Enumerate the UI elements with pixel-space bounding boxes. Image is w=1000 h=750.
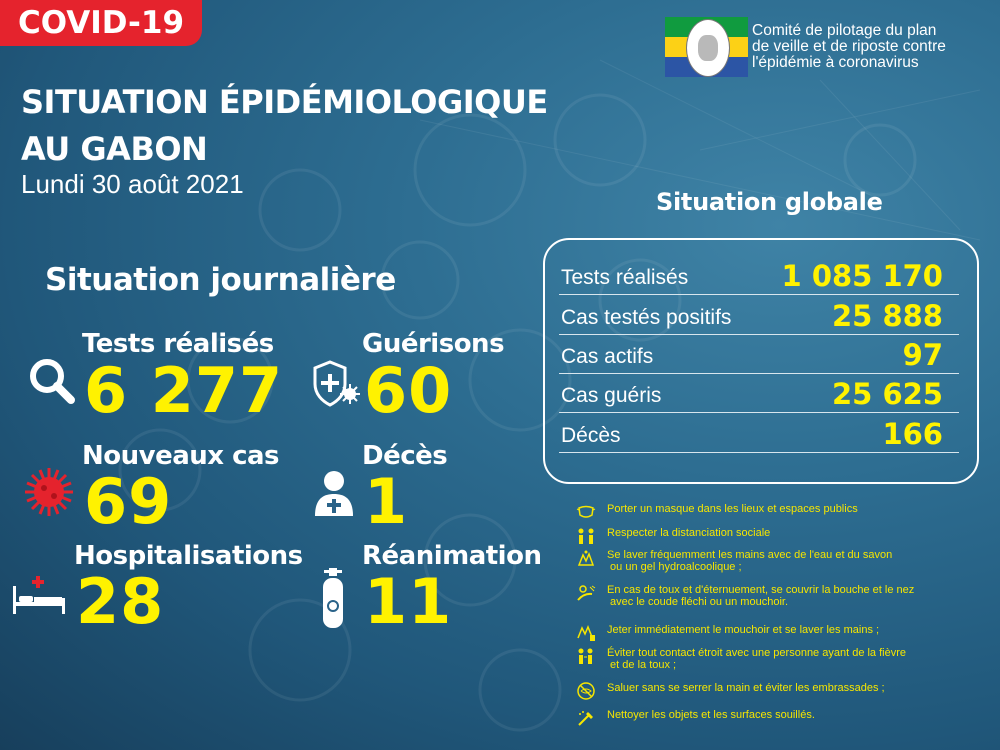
avoid-contact-icon (578, 648, 593, 664)
advice-text: Nettoyer les objets et les surfaces soui… (607, 709, 815, 721)
hospitalisations-label: Hospitalisations (74, 541, 303, 571)
global-situation-heading: Situation globale (656, 188, 883, 216)
recoveries-value: 60 (364, 354, 453, 427)
page-title: SITUATION ÉPIDÉMIOLOGIQUE AU GABON (21, 79, 548, 173)
tests-label: Tests réalisés (82, 329, 274, 359)
global-row-tests: Tests réalisés 1 085 170 (559, 256, 959, 295)
hospitalisations-value: 28 (76, 565, 165, 638)
daily-situation-heading: Situation journalière (45, 262, 396, 298)
tissue-bin-icon (577, 625, 595, 641)
advice-text: ou un gel hydroalcoolique ; (607, 561, 742, 573)
global-row-label: Tests réalisés (561, 266, 689, 289)
global-row-value: 1 085 170 (781, 259, 943, 293)
committee-line: l'épidémie à coronavirus (752, 54, 919, 71)
mask-icon (576, 505, 596, 518)
advice-text: avec le coude fléchi ou un mouchoir. (607, 596, 789, 608)
gabon-coat-of-arms-icon (686, 19, 730, 77)
no-handshake-icon (577, 682, 595, 700)
cleaning-icon (578, 711, 593, 726)
advice-text: Saluer sans se serrer la main et éviter … (607, 682, 885, 694)
advice-text: et de la toux ; (607, 659, 677, 671)
global-row-label: Décès (561, 424, 621, 447)
title-line-1: SITUATION ÉPIDÉMIOLOGIQUE (21, 83, 548, 121)
committee-line: de veille et de riposte contre (752, 38, 946, 55)
hospital-bed-icon (13, 576, 65, 614)
advice-text: Respecter la distanciation sociale (607, 527, 771, 539)
new-cases-value: 69 (84, 465, 173, 538)
handwash-icon (577, 550, 595, 566)
icu-value: 11 (364, 565, 453, 638)
recoveries-label: Guérisons (362, 329, 505, 359)
magnifier-icon (30, 359, 75, 404)
global-row-value: 25 888 (832, 299, 943, 333)
deaths-label: Décès (362, 441, 448, 471)
report-date: Lundi 30 août 2021 (21, 169, 244, 199)
shield-virus-icon (313, 360, 360, 407)
virus-icon (25, 468, 73, 516)
committee-line: Comité de pilotage du plan (752, 22, 937, 39)
advice-text: Jeter immédiatement le mouchoir et se la… (607, 624, 880, 636)
icu-label: Réanimation (362, 541, 542, 571)
global-row-active: Cas actifs 97 (559, 335, 959, 374)
covid-19-badge: COVID-19 (0, 0, 202, 46)
global-row-recovered: Cas guéris 25 625 (559, 374, 959, 413)
distance-icon (578, 528, 594, 544)
new-cases-label: Nouveaux cas (82, 441, 280, 471)
advice-text: Éviter tout contact étroit avec une pers… (607, 647, 907, 659)
cough-elbow-icon (577, 585, 596, 601)
global-row-label: Cas testés positifs (561, 306, 732, 329)
global-row-positive: Cas testés positifs 25 888 (559, 296, 959, 335)
advice-text: En cas de toux et d'éternuement, se couv… (607, 584, 915, 596)
global-row-value: 97 (902, 338, 943, 372)
global-row-label: Cas actifs (561, 345, 654, 368)
committee-name: Comité de pilotage du plan de veille et … (752, 23, 997, 71)
global-row-deaths: Décès 166 (559, 414, 959, 453)
deaths-value: 1 (364, 465, 409, 538)
global-row-label: Cas guéris (561, 384, 662, 407)
global-row-value: 25 625 (832, 377, 943, 411)
person-cross-icon (315, 471, 353, 516)
tests-value: 6 277 (84, 354, 284, 427)
title-line-2: AU GABON (21, 130, 208, 168)
global-situation-panel (543, 238, 979, 484)
advice-text: Se laver fréquemment les mains avec de l… (607, 549, 893, 561)
advice-text: Porter un masque dans les lieux et espac… (607, 503, 858, 515)
oxygen-tank-icon (323, 568, 343, 628)
global-row-value: 166 (882, 417, 943, 451)
